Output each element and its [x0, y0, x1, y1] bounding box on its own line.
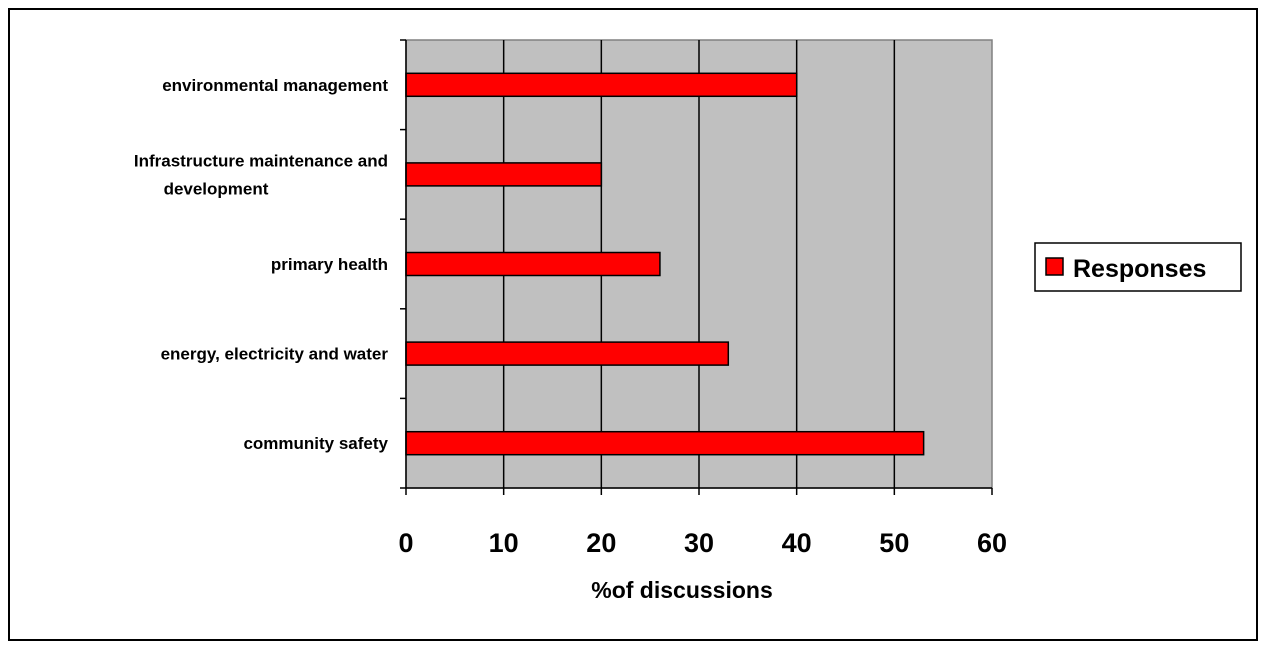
x-tick-label: 60 — [977, 528, 1007, 558]
category-label: Infrastructure maintenance and — [134, 151, 388, 170]
x-tick-label: 50 — [879, 528, 909, 558]
x-tick-label: 20 — [586, 528, 616, 558]
bar — [405, 72, 798, 98]
bar — [405, 162, 603, 187]
legend-label: Responses — [1073, 255, 1206, 283]
bar — [405, 251, 661, 277]
x-tick-label: 40 — [782, 528, 812, 558]
x-tick-label: 30 — [684, 528, 714, 558]
legend-swatch — [1045, 257, 1064, 276]
category-label: community safety — [243, 434, 388, 453]
category-label: energy, electricity and water — [161, 345, 389, 364]
legend-box — [1034, 242, 1242, 292]
category-label: development — [164, 179, 269, 198]
category-label: environmental management — [162, 76, 388, 95]
x-tick-label: 10 — [489, 528, 519, 558]
category-label: primary health — [271, 255, 388, 274]
x-axis-title: %of discussions — [591, 577, 772, 603]
bar — [405, 430, 925, 456]
bar — [405, 341, 730, 366]
x-tick-label: 0 — [398, 528, 413, 558]
